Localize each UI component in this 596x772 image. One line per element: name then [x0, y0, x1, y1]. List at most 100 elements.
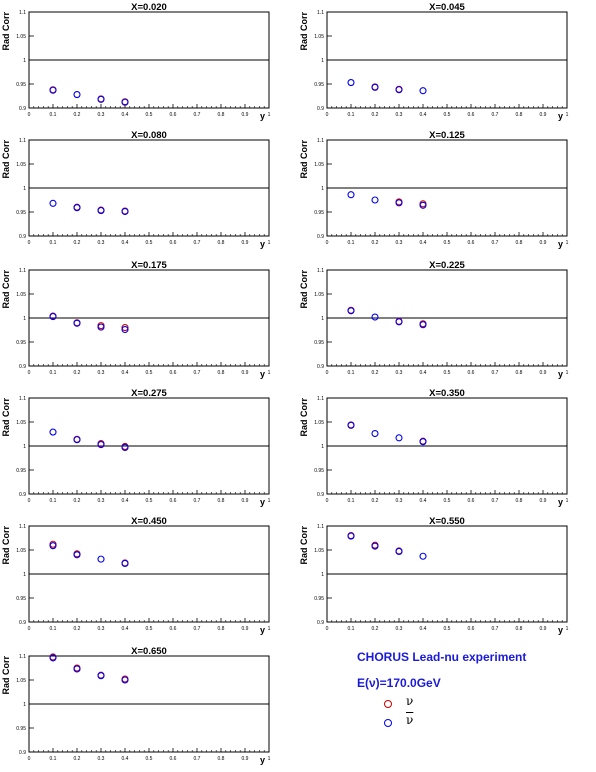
panel-title: X=0.550: [429, 516, 465, 527]
panel-10: 0 0.1 0.2 0.3 0.4 0.5 0.6 0.7 0.8 0.9 1 0.9 0.95 1 1.0…: [1, 646, 271, 765]
data-point: [97, 441, 105, 449]
x-tick-label: 0.3: [98, 240, 105, 246]
data-point: [97, 323, 105, 331]
y-tick-label: 1: [23, 444, 26, 450]
y-tick-label: 1.1: [317, 138, 324, 144]
x-tick-label: 0.9: [540, 370, 547, 376]
x-tick-label: 0.9: [242, 626, 249, 632]
x-tick-label: 0: [326, 370, 329, 376]
x-axis-label: y: [558, 239, 563, 249]
panel-title: X=0.045: [429, 2, 465, 13]
x-tick-label: 0.6: [170, 240, 177, 246]
x-tick-label: 0.9: [540, 626, 547, 632]
data-point: [419, 321, 427, 329]
x-tick-label: 0.9: [540, 112, 547, 118]
x-tick-label: 0.5: [146, 112, 153, 118]
panel-title: X=0.175: [131, 260, 167, 271]
x-tick-label: 1: [566, 240, 569, 246]
panel-2: 0 0.1 0.2 0.3 0.4 0.5 0.6 0.7 0.8 0.9 1 0.9 0.95 1 1.0…: [1, 130, 271, 249]
y-tick-label: 1: [23, 702, 26, 708]
x-tick-label: 0.6: [170, 756, 177, 762]
x-tick-label: 0.9: [540, 498, 547, 504]
x-tick-label: 0.7: [194, 240, 201, 246]
x-tick-label: 0.5: [444, 240, 451, 246]
y-axis-label: Rad Corr: [1, 12, 11, 51]
x-axis-label: y: [558, 497, 563, 507]
data-point: [395, 86, 403, 94]
x-tick-label: 0: [28, 626, 31, 632]
y-tick-label: 1.05: [16, 34, 26, 40]
x-tick-label: 0.1: [50, 498, 57, 504]
y-tick-label: 0.95: [314, 82, 324, 88]
y-tick-label: 0.95: [314, 468, 324, 474]
x-tick-label: 0.1: [348, 240, 355, 246]
panel-title: X=0.350: [429, 388, 465, 399]
x-tick-label: 0.1: [348, 498, 355, 504]
x-axis-label: y: [260, 755, 265, 765]
data-point: [419, 87, 427, 95]
x-tick-label: 1: [268, 370, 271, 376]
x-tick-label: 0.5: [146, 498, 153, 504]
x-tick-label: 0: [326, 626, 329, 632]
x-tick-label: 0.2: [74, 626, 81, 632]
x-axis-label: y: [260, 369, 265, 379]
y-tick-label: 1.1: [19, 268, 26, 274]
y-tick-label: 1.1: [317, 268, 324, 274]
x-tick-label: 1: [566, 112, 569, 118]
y-tick-label: 0.9: [317, 364, 324, 370]
x-tick-label: 0.8: [516, 112, 523, 118]
x-tick-label: 0: [28, 112, 31, 118]
x-axis-label: y: [260, 625, 265, 635]
data-point: [73, 436, 81, 444]
y-tick-label: 1.1: [317, 524, 324, 530]
x-tick-label: 0.8: [516, 240, 523, 246]
panel-4: 0 0.1 0.2 0.3 0.4 0.5 0.6 0.7 0.8 0.9 1 0.9 0.95 1 1.0…: [1, 260, 271, 379]
panel-6: 0 0.1 0.2 0.3 0.4 0.5 0.6 0.7 0.8 0.9 1 0.9 0.95 1 1.0…: [1, 388, 271, 507]
x-tick-label: 0.8: [218, 370, 225, 376]
x-tick-label: 0.7: [194, 498, 201, 504]
x-tick-label: 0.4: [420, 370, 427, 376]
x-tick-label: 0.2: [372, 498, 379, 504]
x-tick-label: 0.2: [74, 370, 81, 376]
y-axis-label: Rad Corr: [1, 526, 11, 565]
y-tick-label: 0.9: [19, 620, 26, 626]
x-tick-label: 0.3: [98, 498, 105, 504]
x-tick-label: 0.4: [420, 498, 427, 504]
x-tick-label: 1: [268, 112, 271, 118]
x-tick-label: 0.6: [170, 370, 177, 376]
data-point: [121, 559, 129, 567]
data-point: [121, 325, 129, 334]
x-tick-label: 0.5: [444, 112, 451, 118]
x-tick-label: 0.2: [372, 240, 379, 246]
x-tick-label: 0: [28, 498, 31, 504]
data-point: [371, 196, 379, 204]
panel-title: X=0.275: [131, 388, 167, 399]
data-point: [419, 438, 427, 446]
x-axis-label: y: [558, 369, 563, 379]
data-point: [97, 555, 105, 563]
data-point: [371, 429, 379, 438]
x-tick-label: 1: [268, 498, 271, 504]
x-tick-label: 0.5: [444, 498, 451, 504]
data-point: [371, 542, 379, 550]
x-tick-label: 0.8: [516, 626, 523, 632]
x-tick-label: 0.1: [348, 626, 355, 632]
y-tick-label: 0.95: [16, 210, 26, 216]
x-axis-label: y: [260, 111, 265, 121]
x-tick-label: 0.6: [468, 626, 475, 632]
x-tick-label: 0.3: [396, 112, 403, 118]
x-tick-label: 0.3: [396, 626, 403, 632]
data-point: [371, 313, 379, 321]
x-tick-label: 0.5: [146, 240, 153, 246]
y-tick-label: 0.95: [314, 210, 324, 216]
x-tick-label: 0: [326, 240, 329, 246]
y-tick-label: 0.9: [317, 106, 324, 112]
x-tick-label: 0.4: [122, 370, 129, 376]
y-tick-label: 1.05: [314, 420, 324, 426]
data-point: [49, 313, 57, 321]
y-axis-label: Rad Corr: [299, 526, 309, 565]
legend-nubar-marker: [384, 719, 392, 727]
x-tick-label: 0.8: [218, 498, 225, 504]
x-tick-label: 0.5: [444, 626, 451, 632]
